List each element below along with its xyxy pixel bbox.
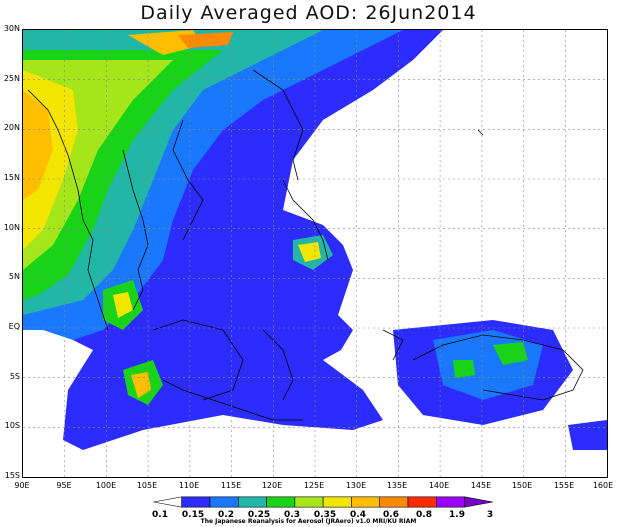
y-tick: 10N <box>3 223 20 232</box>
color-swatch <box>407 496 437 508</box>
y-tick: 25N <box>3 74 20 83</box>
legend-level-label: 0.4 <box>350 510 366 520</box>
color-swatch <box>266 496 296 508</box>
color-swatch <box>464 496 493 508</box>
legend-level-label: 1.9 <box>449 510 465 520</box>
color-swatch <box>209 496 239 508</box>
x-tick: 95E <box>56 481 72 490</box>
legend-level-label: 0.3 <box>284 510 300 520</box>
legend-level-label: 0.6 <box>383 510 399 520</box>
x-tick: 135E <box>386 481 408 490</box>
x-tick: 120E <box>261 481 283 490</box>
color-swatch <box>153 496 183 508</box>
y-tick: 20N <box>3 123 20 132</box>
legend-level-label: 0.2 <box>218 510 234 520</box>
credit-text: The Japanese Reanalysis for Aerosol (JRA… <box>200 518 417 525</box>
y-tick: 5N <box>8 272 20 281</box>
color-swatch <box>351 496 381 508</box>
map-title: Daily Averaged AOD: 26Jun2014 <box>140 2 477 24</box>
legend-level-label: 3 <box>486 510 494 520</box>
x-tick: 155E <box>553 481 575 490</box>
color-swatch <box>181 496 211 508</box>
x-tick: 150E <box>511 481 533 490</box>
coastlines <box>27 69 584 421</box>
legend-level-label: 0.25 <box>247 510 271 520</box>
legend-level-label: 0.8 <box>416 510 432 520</box>
grid <box>23 30 607 477</box>
aod-field <box>23 30 607 450</box>
color-legend <box>153 496 493 508</box>
y-tick: 5S <box>9 372 20 381</box>
y-tick: 10S <box>4 421 20 430</box>
y-tick: 30N <box>3 24 20 33</box>
aod-map-canvas <box>23 30 607 477</box>
x-tick: 110E <box>178 481 200 490</box>
y-tick: EQ <box>8 322 20 331</box>
legend-level-label: 0.1 <box>152 510 168 520</box>
color-swatch <box>435 496 465 508</box>
x-tick: 130E <box>345 481 367 490</box>
color-swatch <box>237 496 267 508</box>
x-tick: 90E <box>14 481 30 490</box>
y-tick: 15S <box>4 471 20 480</box>
legend-level-label: 0.35 <box>313 510 337 520</box>
x-tick: 100E <box>95 481 117 490</box>
x-tick: 140E <box>428 481 450 490</box>
aod-map <box>22 29 608 478</box>
y-tick: 15N <box>3 173 20 182</box>
color-swatch <box>322 496 352 508</box>
x-tick: 105E <box>136 481 158 490</box>
color-swatch <box>294 496 324 508</box>
x-tick: 115E <box>220 481 242 490</box>
color-swatch <box>379 496 409 508</box>
x-tick: 160E <box>592 481 614 490</box>
x-tick: 145E <box>470 481 492 490</box>
x-tick: 125E <box>303 481 325 490</box>
legend-level-label: 0.15 <box>181 510 205 520</box>
